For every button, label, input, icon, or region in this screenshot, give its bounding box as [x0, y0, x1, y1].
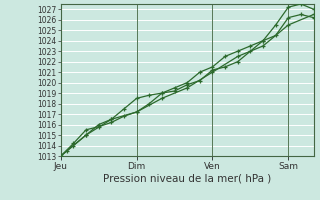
X-axis label: Pression niveau de la mer( hPa ): Pression niveau de la mer( hPa ): [103, 173, 271, 183]
